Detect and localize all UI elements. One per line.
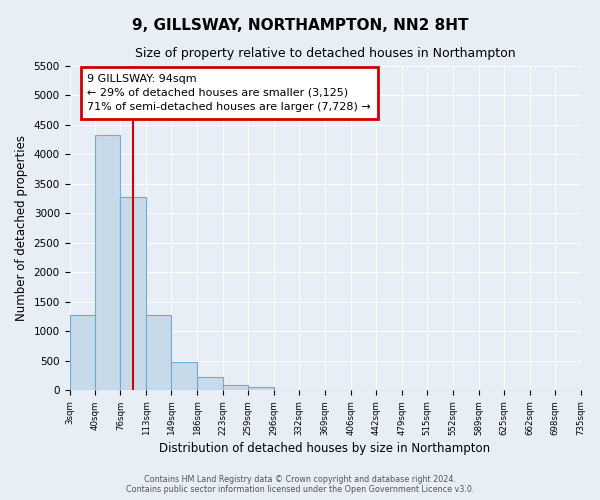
Text: 9, GILLSWAY, NORTHAMPTON, NN2 8HT: 9, GILLSWAY, NORTHAMPTON, NN2 8HT [132, 18, 468, 32]
Bar [70, 316, 95, 390]
Bar [146, 315, 172, 390]
Bar [223, 385, 248, 390]
Bar [197, 377, 223, 390]
Title: Size of property relative to detached houses in Northampton: Size of property relative to detached ho… [135, 48, 515, 60]
Bar [95, 135, 121, 390]
X-axis label: Distribution of detached houses by size in Northampton: Distribution of detached houses by size … [160, 442, 491, 455]
Bar [172, 362, 197, 390]
Bar [248, 387, 274, 390]
Y-axis label: Number of detached properties: Number of detached properties [15, 135, 28, 321]
Text: 9 GILLSWAY: 94sqm
← 29% of detached houses are smaller (3,125)
71% of semi-detac: 9 GILLSWAY: 94sqm ← 29% of detached hous… [88, 74, 371, 112]
Bar [121, 197, 146, 390]
Text: Contains HM Land Registry data © Crown copyright and database right 2024.
Contai: Contains HM Land Registry data © Crown c… [126, 474, 474, 494]
